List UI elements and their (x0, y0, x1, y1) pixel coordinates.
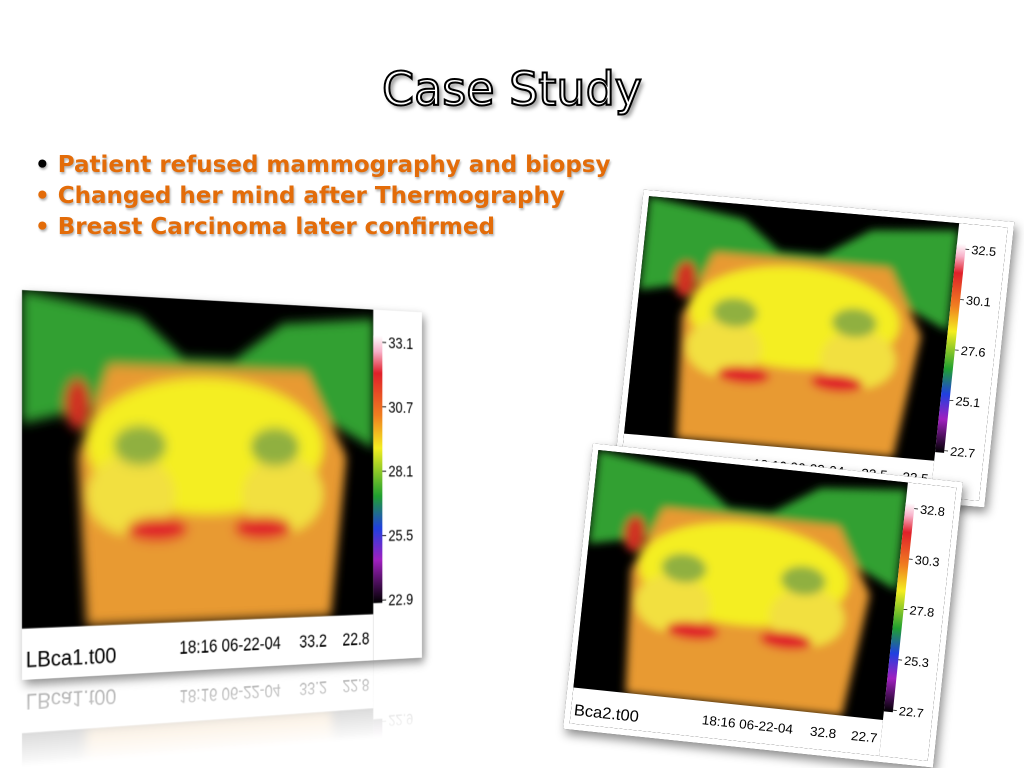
warm-area (86, 454, 175, 536)
max-temp: 33.2 (299, 631, 327, 651)
cool-patch (661, 553, 707, 583)
scale-label: 30.3 (914, 553, 940, 569)
thermal-body (639, 196, 959, 458)
scale-label: 32.5 (971, 243, 997, 259)
bullet-text: Patient refused mammography and biopsy (57, 152, 611, 178)
thermogram: 33.1 30.7 28.1 25.5 22.9 LBca1.t00 18:16 06-22… (22, 290, 422, 680)
bullet-text: Changed her mind after Thermography (57, 183, 565, 209)
thermal-body (588, 449, 908, 716)
hot-spot (674, 261, 697, 298)
bullet: • Changed her mind after Thermography (35, 183, 565, 209)
scale-label: 28.1 (388, 463, 413, 481)
cool-patch (712, 297, 758, 328)
slide-title: Case Study (381, 61, 643, 117)
scale-label: 27.8 (909, 604, 935, 620)
scale-label: 25.3 (904, 654, 930, 670)
scale-label: 22.9 (388, 590, 413, 609)
warm-area (820, 330, 896, 389)
warm-area (769, 588, 845, 647)
scale-label: 33.1 (388, 334, 413, 353)
warm-area (635, 574, 711, 633)
cool-patch (113, 425, 167, 466)
scale-label: 22.7 (949, 445, 975, 461)
scale-label: 27.6 (960, 344, 986, 360)
scale-label: 25.1 (955, 394, 981, 410)
warm-area (242, 456, 323, 534)
bullet: • Breast Carcinoma later confirmed (35, 214, 495, 240)
bullet-text: Breast Carcinoma later confirmed (57, 214, 495, 240)
hot-spot (717, 366, 770, 384)
scale-label: 32.8 (919, 503, 945, 519)
scale-label: 30.7 (388, 398, 413, 416)
min-temp: 22.7 (850, 728, 878, 745)
hot-spot (624, 515, 646, 552)
scale-label: 25.5 (388, 527, 413, 545)
colorbar (883, 502, 915, 713)
hot-spot (666, 621, 719, 640)
thermogram: 32.8 30.3 27.8 25.3 22.7 Bca2.t00 18:16 06-22-… (563, 443, 963, 768)
scale-panel (373, 309, 422, 661)
max-temp: 32.8 (809, 724, 837, 741)
label-strip (22, 614, 374, 680)
cool-patch (831, 308, 877, 338)
colorbar (373, 335, 383, 604)
cool-patch (780, 566, 826, 596)
bullet: • Patient refused mammography and biopsy (35, 152, 611, 178)
hot-spot (810, 374, 863, 393)
file-name: LBca1.t00 (26, 642, 117, 672)
hot-spot (759, 631, 812, 650)
scale-label: 22.7 (898, 704, 924, 720)
warm-area (686, 318, 762, 377)
colorbar (935, 243, 966, 453)
scale-panel (879, 482, 957, 762)
scale-label: 30.1 (965, 294, 991, 310)
scale-panel (930, 223, 1008, 501)
hot-spot (64, 378, 91, 430)
min-temp: 22.8 (343, 629, 370, 649)
thermal-body (22, 290, 374, 627)
label-strip (569, 687, 883, 756)
bullet-list: • Patient refused mammography and biopsy… (35, 150, 610, 243)
